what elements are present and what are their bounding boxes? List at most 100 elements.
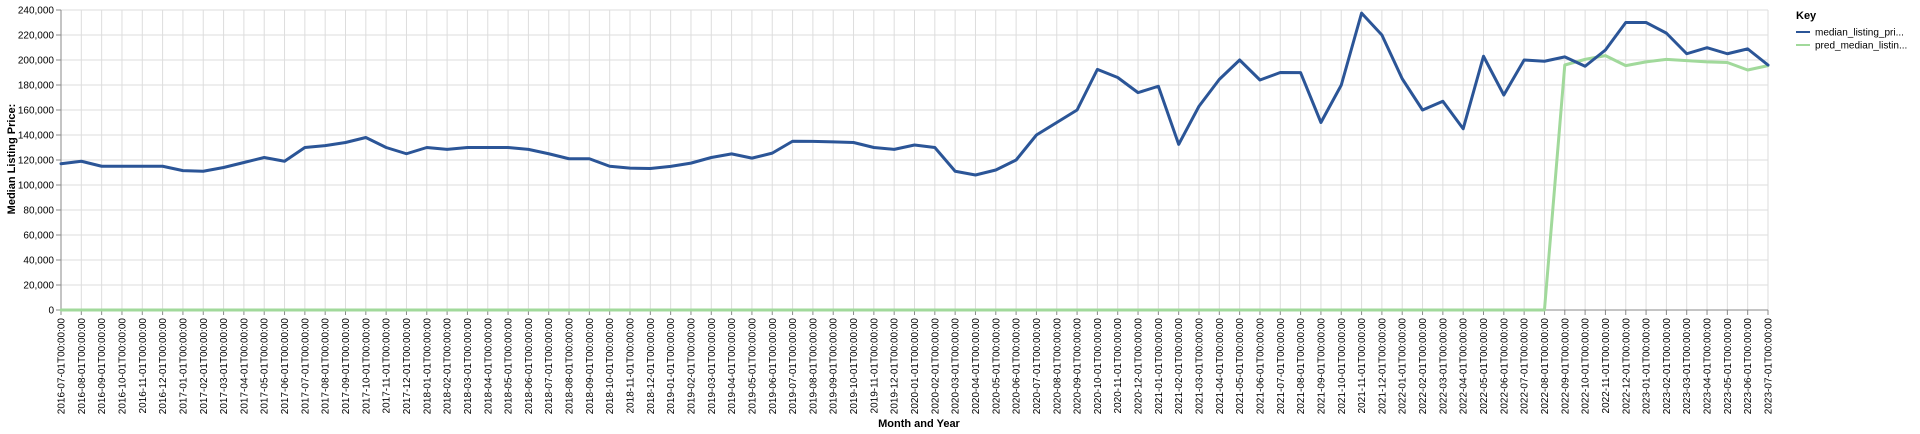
x-tick-label: 2016-09-01T00:00:00: [97, 318, 108, 415]
x-tick-label: 2023-04-01T00:00:00: [1703, 318, 1714, 415]
x-tick-label: 2019-11-01T00:00:00: [869, 318, 880, 414]
x-tick-label: 2019-05-01T00:00:00: [747, 318, 758, 415]
x-tick-label: 2019-09-01T00:00:00: [829, 318, 840, 415]
x-tick-label: 2023-05-01T00:00:00: [1723, 318, 1734, 415]
x-tick-label: 2022-07-01T00:00:00: [1520, 318, 1531, 415]
legend: Key median_listing_pri... pred_median_lis…: [1796, 10, 1907, 52]
series-line-1: [59, 54, 1770, 312]
x-tick-label: 2022-01-01T00:00:00: [1398, 318, 1409, 415]
x-tick-label: 2017-12-01T00:00:00: [402, 318, 413, 415]
x-tick-label: 2020-12-01T00:00:00: [1134, 318, 1145, 415]
x-tick-label: 2018-06-01T00:00:00: [524, 318, 535, 415]
y-tick-label: 0: [48, 306, 54, 317]
x-tick-label: 2018-01-01T00:00:00: [422, 318, 433, 415]
x-tick-label: 2018-03-01T00:00:00: [463, 318, 474, 415]
x-tick-label: 2017-04-01T00:00:00: [239, 318, 250, 415]
x-tick-label: 2022-09-01T00:00:00: [1560, 318, 1571, 415]
legend-label: median_listing_pri...: [1815, 28, 1904, 39]
x-tick-label: 2021-08-01T00:00:00: [1296, 318, 1307, 415]
y-axis-title: Median Listing Price:: [6, 104, 18, 215]
x-tick-label: 2022-03-01T00:00:00: [1438, 318, 1449, 415]
x-tick-label: 2019-06-01T00:00:00: [768, 318, 779, 415]
x-tick-label: 2022-11-01T00:00:00: [1601, 318, 1612, 414]
series-lines: [59, 11, 1770, 312]
x-tick-label: 2020-08-01T00:00:00: [1052, 318, 1063, 415]
x-tick-label: 2019-07-01T00:00:00: [788, 318, 799, 415]
x-tick-label: 2016-08-01T00:00:00: [77, 318, 88, 415]
x-tick-label: 2021-04-01T00:00:00: [1215, 318, 1226, 415]
y-tick-label: 40,000: [23, 256, 54, 267]
x-tick-label: 2021-12-01T00:00:00: [1377, 318, 1388, 415]
y-tick-label: 180,000: [18, 81, 55, 92]
x-tick-label: 2020-01-01T00:00:00: [910, 318, 921, 415]
grid-lines: [60, 9, 1769, 311]
x-tick-label: 2023-02-01T00:00:00: [1662, 318, 1673, 415]
x-tick-label: 2019-02-01T00:00:00: [686, 318, 697, 415]
x-tick-label: 2018-08-01T00:00:00: [565, 318, 576, 415]
x-tick-label: 2016-07-01T00:00:00: [57, 318, 68, 415]
x-tick-label: 2023-06-01T00:00:00: [1743, 318, 1754, 415]
x-tick-label: 2017-11-01T00:00:00: [382, 318, 393, 414]
x-tick-label: 2019-10-01T00:00:00: [849, 318, 860, 415]
x-tick-label: 2020-06-01T00:00:00: [1012, 318, 1023, 415]
x-tick-label: 2018-02-01T00:00:00: [443, 318, 454, 415]
x-tick-label: 2020-07-01T00:00:00: [1032, 318, 1043, 415]
x-tick-label: 2017-03-01T00:00:00: [219, 318, 230, 415]
x-tick-label: 2023-01-01T00:00:00: [1642, 318, 1653, 415]
x-tick-label: 2022-06-01T00:00:00: [1499, 318, 1510, 415]
x-tick-label: 2017-06-01T00:00:00: [280, 318, 291, 415]
x-tick-label: 2017-08-01T00:00:00: [321, 318, 332, 415]
x-axis-title: Month and Year: [878, 418, 960, 430]
x-tick-label: 2016-11-01T00:00:00: [138, 318, 149, 414]
y-tick-label: 240,000: [18, 6, 55, 17]
x-tick-label: 2020-03-01T00:00:00: [951, 318, 962, 415]
x-tick-label: 2022-12-01T00:00:00: [1621, 318, 1632, 415]
x-tick-label: 2020-09-01T00:00:00: [1073, 318, 1084, 415]
legend-label: pred_median_listin...: [1815, 41, 1907, 52]
x-tick-label: 2020-05-01T00:00:00: [991, 318, 1002, 415]
x-tick-label: 2021-07-01T00:00:00: [1276, 318, 1287, 415]
x-axis: 2016-07-01T00:00:00 2016-08-01T00:00:00 20…: [57, 309, 1775, 415]
y-tick-label: 100,000: [18, 181, 55, 192]
y-tick-label: 140,000: [18, 131, 55, 142]
x-tick-label: 2022-04-01T00:00:00: [1459, 318, 1470, 415]
y-tick-label: 120,000: [18, 156, 55, 167]
x-tick-label: 2021-10-01T00:00:00: [1337, 318, 1348, 415]
x-tick-label: 2023-07-01T00:00:00: [1764, 318, 1775, 415]
x-tick-label: 2021-06-01T00:00:00: [1255, 318, 1266, 415]
y-tick-label: 60,000: [23, 231, 54, 242]
x-tick-label: 2019-12-01T00:00:00: [890, 318, 901, 415]
x-tick-label: 2020-11-01T00:00:00: [1113, 318, 1124, 414]
x-tick-label: 2020-10-01T00:00:00: [1093, 318, 1104, 415]
x-tick-label: 2021-01-01T00:00:00: [1154, 318, 1165, 415]
x-tick-label: 2023-03-01T00:00:00: [1682, 318, 1693, 415]
y-axis: 0 20,000 40,000 60,000 80,000 100,000 120,000 1…: [18, 6, 62, 317]
y-tick-label: 80,000: [23, 206, 54, 217]
x-tick-label: 2018-10-01T00:00:00: [605, 318, 616, 415]
x-tick-label: 2018-09-01T00:00:00: [585, 318, 596, 415]
x-tick-label: 2021-02-01T00:00:00: [1174, 318, 1185, 415]
series-line-0: [59, 11, 1770, 177]
x-tick-label: 2018-04-01T00:00:00: [483, 318, 494, 415]
y-tick-label: 160,000: [18, 106, 55, 117]
x-tick-label: 2018-05-01T00:00:00: [504, 318, 515, 415]
x-tick-label: 2018-12-01T00:00:00: [646, 318, 657, 415]
y-tick-label: 20,000: [23, 281, 54, 292]
x-tick-label: 2022-08-01T00:00:00: [1540, 318, 1551, 415]
x-tick-label: 2017-01-01T00:00:00: [178, 318, 189, 415]
x-tick-label: 2021-03-01T00:00:00: [1195, 318, 1206, 415]
x-tick-label: 2022-10-01T00:00:00: [1581, 318, 1592, 415]
x-tick-label: 2016-12-01T00:00:00: [158, 318, 169, 415]
x-tick-label: 2021-09-01T00:00:00: [1316, 318, 1327, 415]
x-tick-label: 2017-07-01T00:00:00: [300, 318, 311, 415]
x-tick-label: 2018-07-01T00:00:00: [544, 318, 555, 415]
x-tick-label: 2019-03-01T00:00:00: [707, 318, 718, 415]
y-tick-label: 220,000: [18, 31, 55, 42]
x-tick-label: 2017-09-01T00:00:00: [341, 318, 352, 415]
x-tick-label: 2022-02-01T00:00:00: [1418, 318, 1429, 415]
x-tick-label: 2019-08-01T00:00:00: [808, 318, 819, 415]
x-tick-label: 2016-10-01T00:00:00: [117, 318, 128, 415]
x-tick-label: 2017-02-01T00:00:00: [199, 318, 210, 415]
